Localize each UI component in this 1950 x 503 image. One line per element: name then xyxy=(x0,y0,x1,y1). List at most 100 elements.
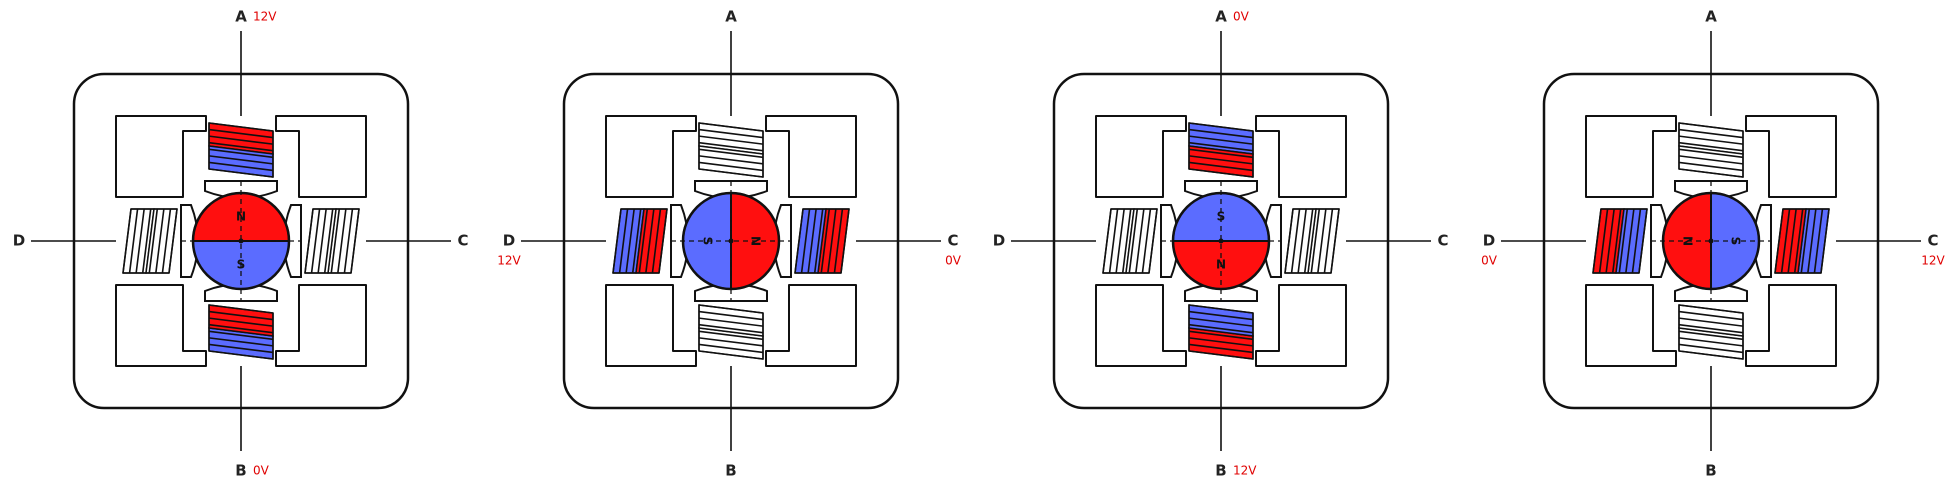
coil-right xyxy=(1263,204,1340,278)
coil-turn xyxy=(1780,208,1791,274)
coil-turn xyxy=(1102,208,1112,274)
coil-turn xyxy=(1678,135,1744,145)
rotor: NS xyxy=(181,181,301,301)
coil-turn xyxy=(698,350,764,360)
coil-turn xyxy=(304,208,314,274)
rotor-south-label: S xyxy=(1217,210,1226,224)
coil-turn xyxy=(208,155,274,165)
coil-turn xyxy=(698,148,764,159)
coil-turn xyxy=(1128,208,1139,274)
stator-block xyxy=(1255,115,1347,198)
rotor-shaft xyxy=(728,238,734,244)
coil-turn xyxy=(698,343,764,354)
coil-turn xyxy=(698,323,764,334)
terminal-a-label: A xyxy=(235,8,247,26)
coil-turn xyxy=(208,148,274,159)
coil-turn xyxy=(208,317,274,327)
coil-turn xyxy=(122,208,132,274)
coil-turn xyxy=(625,208,635,274)
coil-turn xyxy=(1115,208,1125,274)
coil-turn xyxy=(208,330,274,341)
coil-turn xyxy=(208,350,274,360)
coil-turn xyxy=(1317,208,1327,274)
coil-turn xyxy=(310,208,321,274)
coil-turn xyxy=(631,208,642,274)
stator-block xyxy=(115,115,207,198)
stator-block xyxy=(1255,284,1347,367)
coil-turn xyxy=(208,135,274,145)
coil-bottom xyxy=(1674,283,1748,360)
coil-turn xyxy=(1611,208,1622,274)
stator-block xyxy=(605,284,697,367)
coil-turn xyxy=(208,337,274,347)
terminal-a-label: A xyxy=(725,8,737,26)
rotor: NS xyxy=(1161,181,1281,301)
coil-turn xyxy=(1678,168,1744,178)
coil-turn xyxy=(1188,343,1254,354)
coil-turn xyxy=(618,208,629,274)
coil-turn xyxy=(141,208,152,274)
coil-turn xyxy=(208,122,274,132)
terminal-c-label: C xyxy=(947,232,958,250)
coil-left xyxy=(1592,204,1669,278)
coil-turn xyxy=(1290,208,1301,274)
coil-turn xyxy=(1284,208,1294,274)
coil-turn xyxy=(840,208,850,274)
coil-turn xyxy=(1678,304,1744,314)
coil-turn xyxy=(1820,208,1830,274)
coil-turn xyxy=(698,330,764,341)
coil-turn xyxy=(1631,208,1642,274)
coil-turn xyxy=(208,310,274,321)
coil-bottom xyxy=(1184,283,1258,360)
coil-turn xyxy=(1303,208,1314,274)
coil-turn xyxy=(155,208,165,274)
stator-block xyxy=(765,115,857,198)
coil-turn xyxy=(1188,317,1254,327)
coil-turn xyxy=(323,208,334,274)
coil-right xyxy=(283,204,360,278)
coil-turn xyxy=(1800,208,1811,274)
coil-turn xyxy=(1141,208,1152,274)
stator-block xyxy=(1745,115,1837,198)
stator-block xyxy=(275,284,367,367)
coil-turn xyxy=(612,208,622,274)
coil-turn xyxy=(1625,208,1635,274)
coil-turn xyxy=(1678,122,1744,132)
coil-bottom xyxy=(204,283,278,360)
stator-block xyxy=(275,115,367,198)
coil-turn xyxy=(1188,304,1254,314)
coil-turn xyxy=(800,208,811,274)
coil-turn xyxy=(1188,330,1254,341)
terminal-d-label: D xyxy=(13,232,25,250)
coil-turn xyxy=(698,122,764,132)
coil-turn xyxy=(698,168,764,178)
coil-turn xyxy=(1678,343,1744,354)
coil-turn xyxy=(1188,310,1254,321)
coil-turn xyxy=(1678,141,1744,152)
stator-block xyxy=(1585,284,1677,367)
coil-turn xyxy=(1188,155,1254,165)
coil-turn xyxy=(813,208,824,274)
coil-left xyxy=(1102,204,1179,278)
coil-turn xyxy=(1108,208,1119,274)
coil-turn xyxy=(208,168,274,178)
voltage-a-label: 12V xyxy=(253,10,277,24)
voltage-b-label: 12V xyxy=(1233,464,1257,478)
coil-turn xyxy=(161,208,172,274)
terminal-b-label: B xyxy=(235,462,246,480)
stator-block xyxy=(1585,115,1677,198)
coil-turn xyxy=(1618,208,1629,274)
rotor-shaft xyxy=(1218,238,1224,244)
coil-turn xyxy=(135,208,145,274)
coil-turn xyxy=(1605,208,1615,274)
stator-block xyxy=(1745,284,1837,367)
voltage-b-label: 0V xyxy=(253,464,270,478)
coil-turn xyxy=(1148,208,1158,274)
terminal-d-label: D xyxy=(503,232,515,250)
coil-turn xyxy=(1678,128,1744,139)
coil-top xyxy=(1184,122,1258,199)
